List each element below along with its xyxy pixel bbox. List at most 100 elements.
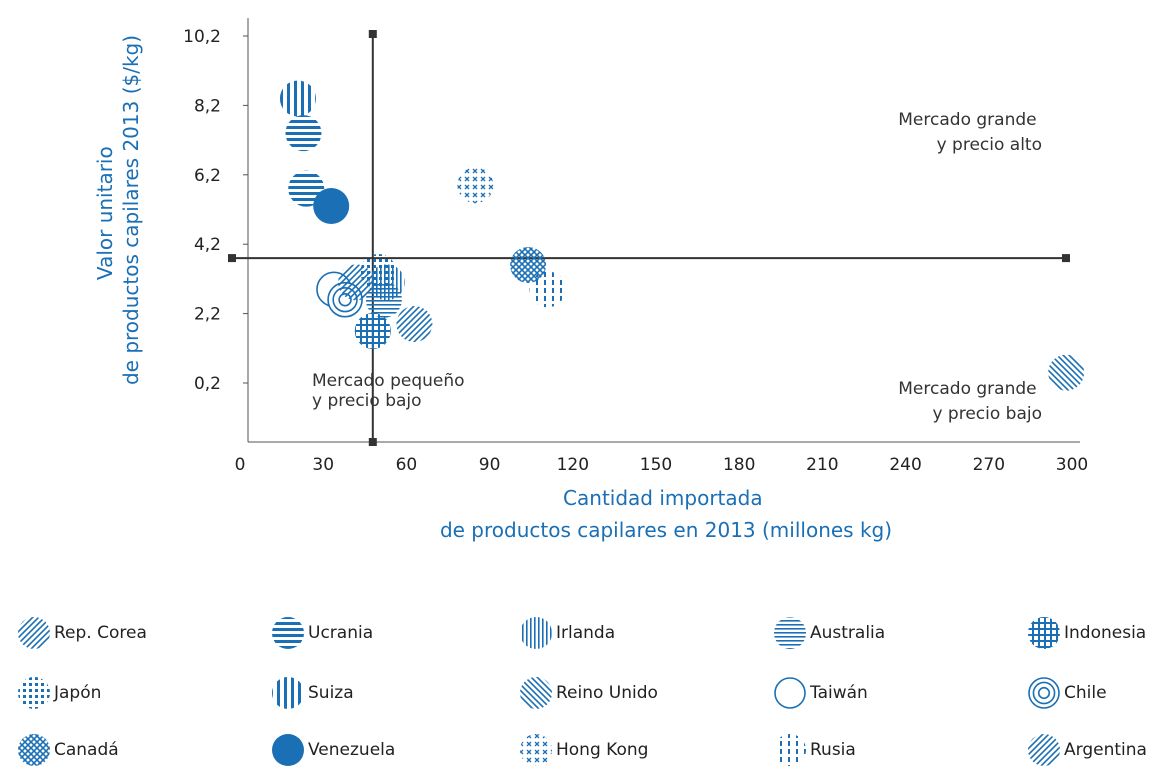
point-ucrania [285, 115, 322, 152]
x-tick-label: 0 [235, 455, 246, 475]
point-rep-corea [396, 306, 433, 343]
legend-marker [774, 734, 806, 766]
legend-label: Irlanda [556, 623, 616, 643]
legend-label: Suiza [308, 683, 354, 703]
legend-swatch [774, 617, 806, 649]
x-tick-label: 150 [640, 455, 672, 475]
legend-item: Rep. Corea [16, 616, 147, 650]
legend-item: Indonesia [1026, 616, 1146, 650]
y-axis-title: Valor unitario de productos capilares 20… [93, 35, 143, 385]
legend-label: Argentina [1064, 740, 1147, 760]
y-tick-label: 6,2 [194, 166, 221, 186]
legend-marker [18, 617, 50, 649]
legend-swatch [18, 617, 50, 649]
legend-marker [1028, 677, 1060, 709]
legend-label: Ucrania [308, 623, 374, 643]
y-tick-label: 2,2 [194, 305, 221, 325]
legend-swatch [272, 677, 304, 709]
legend-label: Australia [810, 623, 886, 643]
legend-swatch [18, 677, 50, 709]
legend-swatch [520, 677, 552, 709]
legend-item: Argentina [1026, 733, 1147, 767]
x-tick-label: 210 [806, 455, 838, 475]
legend-label: Indonesia [1064, 623, 1147, 643]
point-reino-unido [1048, 354, 1085, 391]
y-tick-labels: 0,2 2,2 4,2 6,2 8,2 10,2 [183, 27, 221, 394]
legend-marker [272, 677, 304, 709]
scatter-chart: 0,2 2,2 4,2 6,2 8,2 10,2 0 30 60 90 120 150 180 210 2… [93, 18, 1088, 542]
legend-item: Chile [1026, 676, 1107, 710]
point-venezuela [313, 188, 350, 225]
point-suiza [279, 80, 316, 117]
x-tick-label: 270 [973, 455, 1005, 475]
legend-marker [520, 677, 552, 709]
legend-label: Rep. Corea [54, 623, 147, 643]
x-tick-label: 180 [723, 455, 755, 475]
x-axis-title: Cantidad importada de productos capilare… [440, 486, 892, 542]
point-rusia [529, 271, 566, 308]
legend-swatch [774, 677, 806, 709]
legend-marker [1028, 734, 1060, 766]
legend-swatch [520, 617, 552, 649]
legend-label: Chile [1064, 683, 1107, 703]
legend-label: Reino Unido [556, 683, 658, 703]
point-canad- [510, 247, 547, 284]
axes [243, 18, 1080, 443]
y-tick-label: 8,2 [194, 96, 221, 116]
legend-label: Hong Kong [556, 740, 649, 760]
legend-item: Australia [772, 616, 885, 650]
legend-marker [272, 617, 304, 649]
divider-endpoint [1062, 254, 1070, 263]
divider-endpoint [368, 30, 377, 38]
point-indonesia [354, 312, 391, 349]
point-argentina [338, 264, 375, 301]
legend-item: Irlanda [518, 616, 615, 650]
legend-label: Rusia [810, 740, 856, 760]
legend-swatch [1028, 734, 1060, 766]
x-tick-label: 90 [479, 455, 501, 475]
legend-swatch [272, 617, 304, 649]
x-tick-label: 60 [396, 455, 418, 475]
legend-swatch [272, 734, 304, 766]
quadrant-label-top-right: Mercado grande y precio alto [898, 110, 1042, 155]
y-tick-label: 4,2 [194, 235, 221, 255]
legend-item: Taiwán [772, 676, 868, 710]
legend-swatch [774, 734, 806, 766]
legend-marker [774, 677, 806, 709]
legend-item: Rusia [772, 733, 856, 767]
legend-label: Venezuela [308, 740, 396, 760]
legend-marker [520, 617, 552, 649]
legend-item: Hong Kong [518, 733, 648, 767]
y-tick-label: 0,2 [194, 374, 221, 394]
legend-item: Venezuela [270, 733, 395, 767]
point-hong-kong [457, 167, 494, 204]
legend-item: Japón [16, 676, 101, 710]
legend-marker [18, 734, 50, 766]
legend-swatch [1028, 677, 1060, 709]
divider-endpoint [228, 254, 236, 263]
legend-item: Reino Unido [518, 676, 658, 710]
legend-marker [272, 734, 304, 766]
legend-swatch [1028, 617, 1060, 649]
legend-swatch [18, 734, 50, 766]
legend-item: Suiza [270, 676, 354, 710]
point-australia [365, 281, 402, 318]
x-tick-label: 300 [1056, 455, 1088, 475]
legend-swatch [520, 734, 552, 766]
y-tick-label: 10,2 [183, 27, 221, 47]
x-tick-label: 120 [557, 455, 589, 475]
legend-marker [520, 734, 552, 766]
x-tick-label: 30 [312, 455, 334, 475]
legend-label: Taiwán [810, 683, 868, 703]
quadrant-label-bottom-right: Mercado grande y precio bajo [898, 379, 1042, 424]
quadrant-label-bottom-left: Mercado pequeño y precio bajo [312, 371, 470, 411]
point-ucrania [288, 170, 325, 207]
legend-item: Canadá [16, 733, 119, 767]
x-tick-label: 240 [889, 455, 921, 475]
legend-item: Ucrania [270, 616, 373, 650]
data-points [279, 80, 1085, 391]
legend-marker [774, 617, 806, 649]
legend-label: Japón [54, 683, 102, 703]
legend-marker [18, 677, 50, 709]
legend-label: Canadá [54, 740, 119, 760]
